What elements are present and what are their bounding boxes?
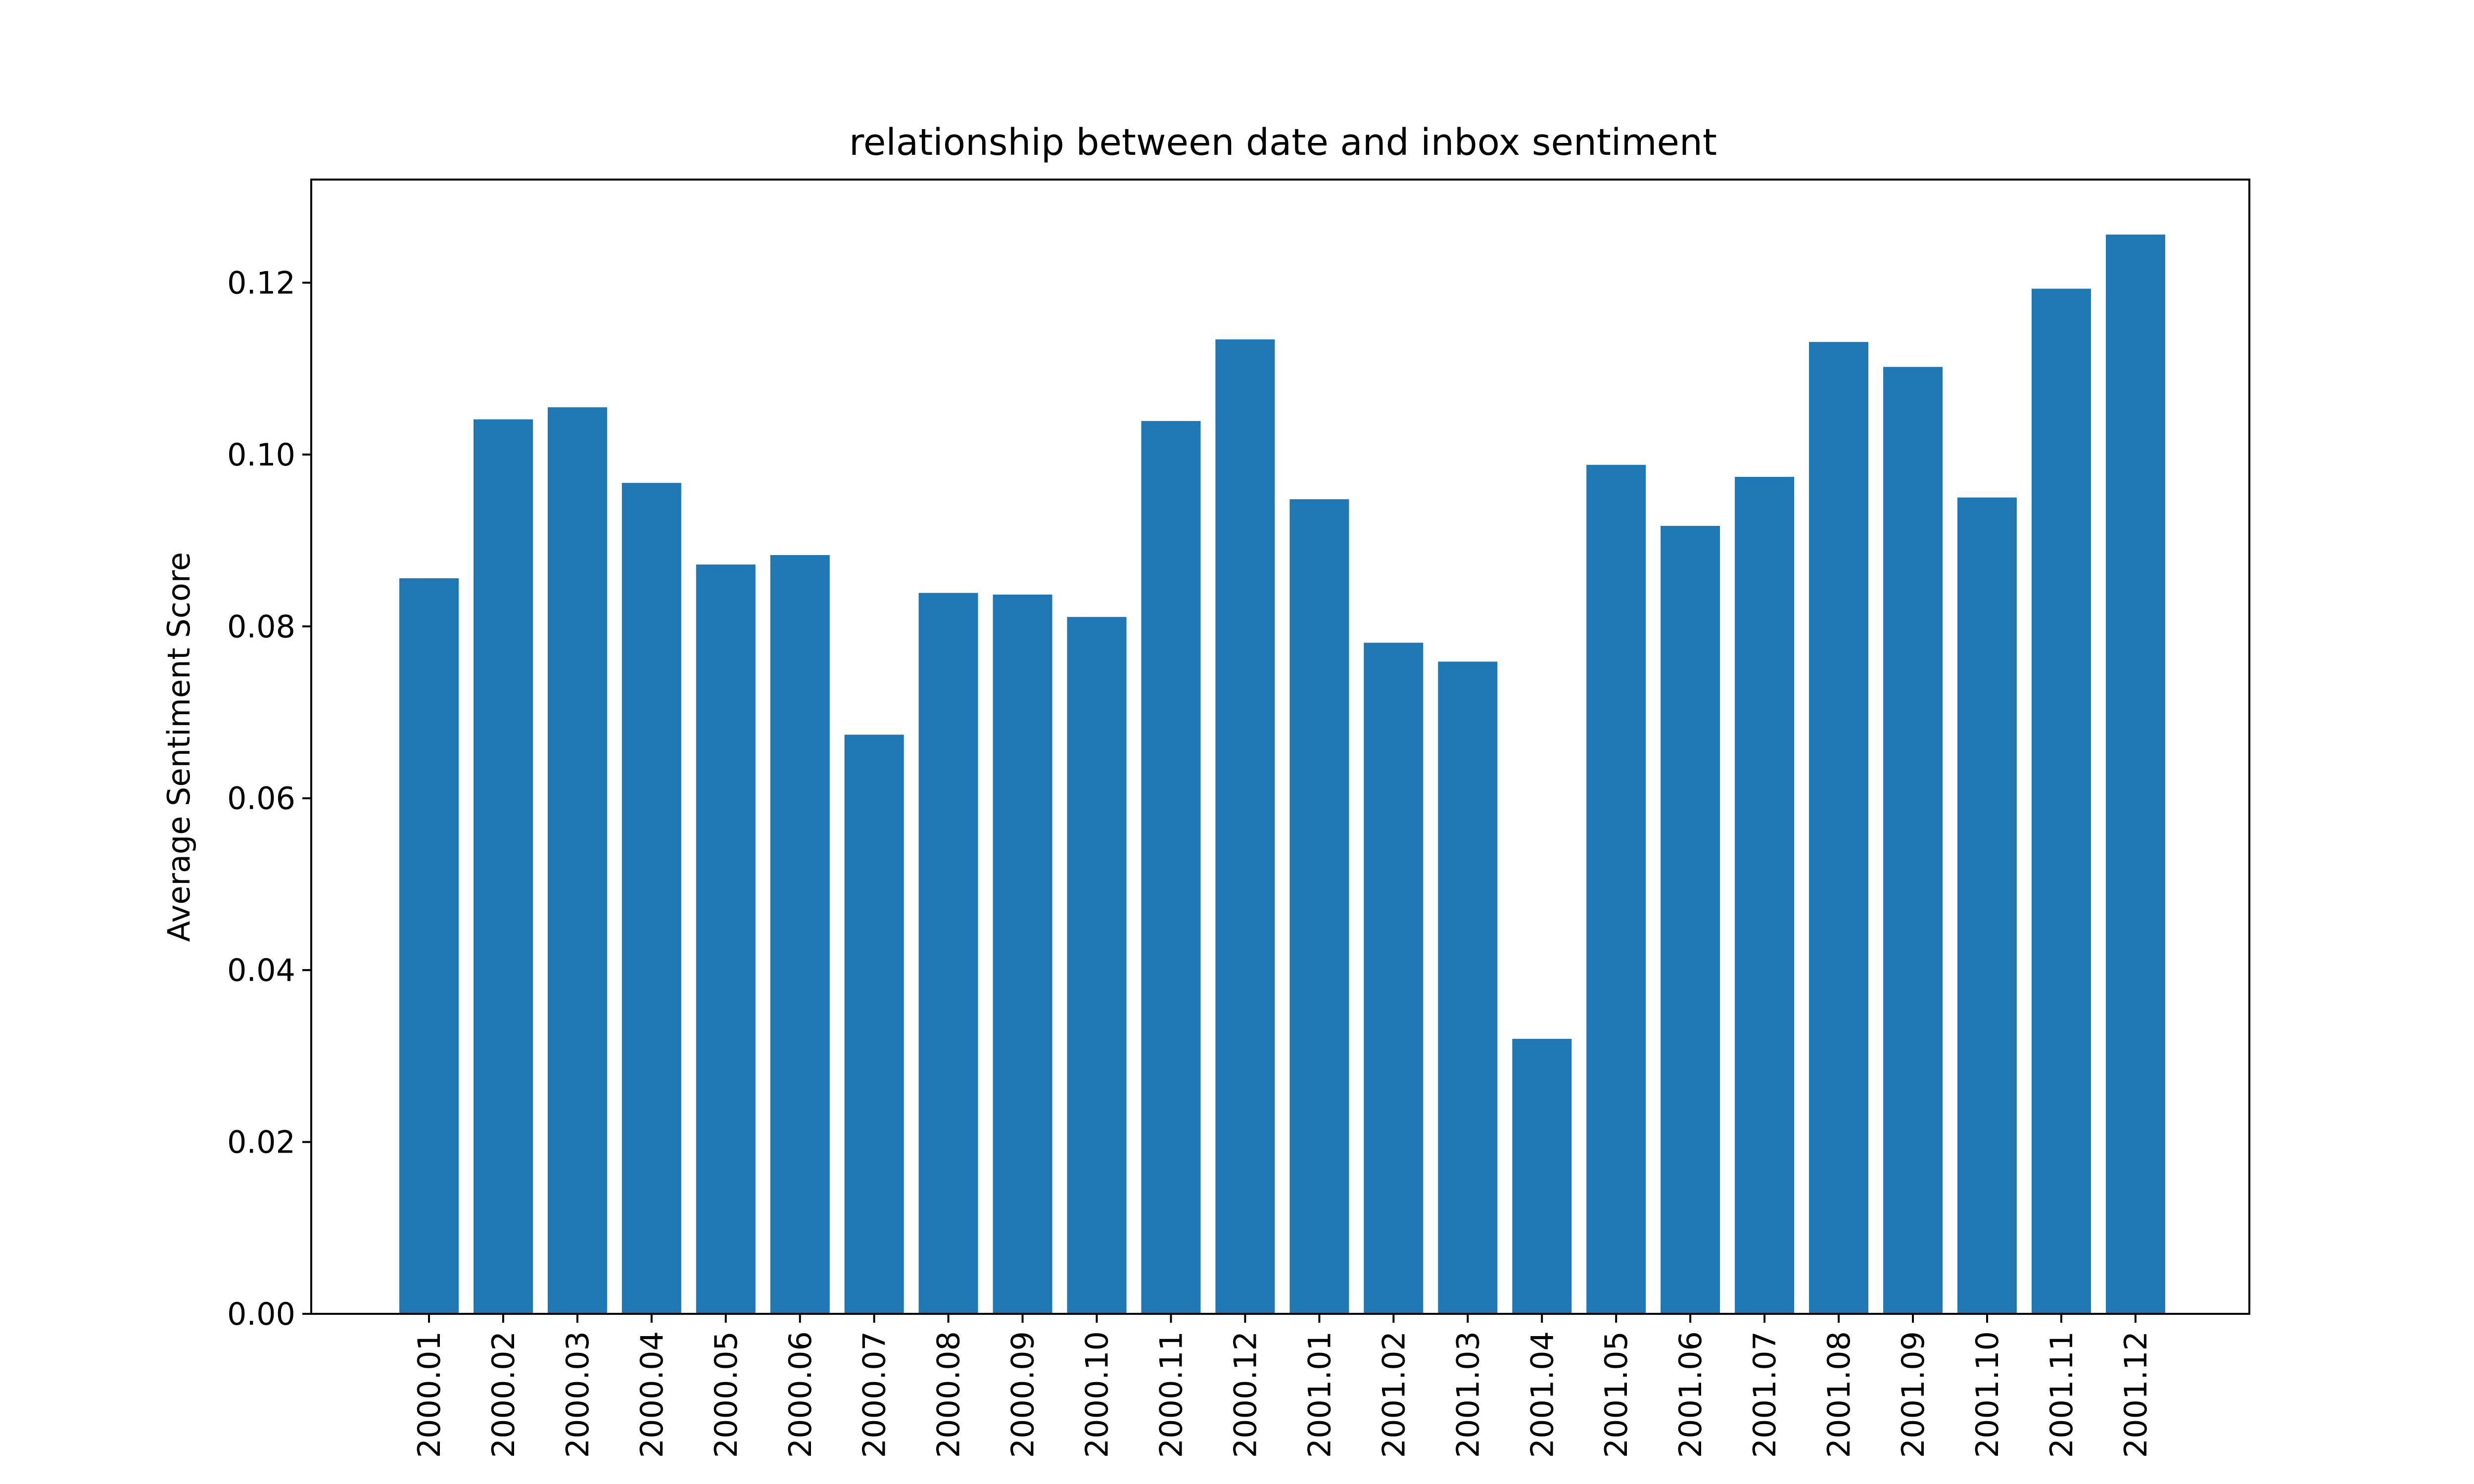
y-axis-ticks: 0.00 0.02 0.04 0.06 0.08 0.10 0.12 — [227, 265, 311, 1332]
x-tick-label: 2000.05 — [708, 1331, 744, 1458]
x-tick-label: 2000.04 — [634, 1331, 670, 1458]
bar-2001.01 — [1289, 499, 1349, 1314]
bar-2000.08 — [918, 593, 978, 1314]
bar-2001.04 — [1512, 1039, 1572, 1314]
bar-2000.11 — [1141, 421, 1201, 1314]
x-tick-label: 2000.06 — [782, 1331, 818, 1458]
bar-2001.03 — [1438, 661, 1498, 1314]
y-tick-label: 0.02 — [227, 1124, 295, 1160]
bar-2000.07 — [844, 735, 904, 1314]
bar-2001.02 — [1364, 643, 1424, 1314]
x-tick-label: 2001.10 — [1969, 1331, 2005, 1458]
x-tick-label: 2000.02 — [485, 1331, 522, 1458]
bar-2000.04 — [621, 483, 681, 1314]
x-tick-label: 2000.11 — [1153, 1331, 1189, 1458]
plot-area-frame — [310, 179, 2250, 1315]
bar-2000.09 — [993, 595, 1052, 1314]
y-tick-label: 0.06 — [227, 781, 295, 817]
bar-2001.05 — [1586, 464, 1646, 1314]
y-tick-label: 0.12 — [227, 265, 295, 301]
bar-2000.01 — [399, 578, 459, 1314]
x-axis-ticks: 2000.01 2000.02 2000.03 2000.04 2000.05 2000.… — [411, 1314, 2154, 1458]
x-tick-label: 2000.03 — [560, 1331, 596, 1458]
x-tick-label: 2001.12 — [2118, 1331, 2154, 1458]
x-tick-label: 2000.08 — [931, 1331, 967, 1458]
bar-2000.03 — [547, 407, 607, 1314]
bar-2001.10 — [1957, 497, 2017, 1314]
x-tick-label: 2000.10 — [1079, 1331, 1115, 1458]
y-tick-label: 0.10 — [227, 437, 295, 473]
y-tick-label: 0.04 — [227, 952, 295, 988]
bar-2000.10 — [1067, 617, 1127, 1314]
bar-2000.05 — [696, 564, 756, 1314]
x-tick-label: 2001.09 — [1895, 1331, 1931, 1458]
bar-2000.06 — [770, 555, 830, 1314]
y-tick-label: 0.00 — [227, 1296, 295, 1332]
x-tick-label: 2000.01 — [411, 1331, 447, 1458]
bar-2001.08 — [1809, 342, 1868, 1314]
bars-group — [399, 234, 2165, 1314]
x-tick-label: 2001.08 — [1821, 1331, 1857, 1458]
bar-2000.12 — [1215, 339, 1275, 1314]
x-tick-label: 2001.03 — [1450, 1331, 1486, 1458]
x-tick-label: 2001.04 — [1524, 1331, 1560, 1458]
y-axis-label: Average Sentiment Score — [161, 552, 197, 942]
x-tick-label: 2000.12 — [1227, 1331, 1263, 1458]
x-tick-label: 2001.11 — [2044, 1331, 2080, 1458]
y-tick-label: 0.08 — [227, 608, 295, 645]
chart-title: relationship between date and inbox sent… — [849, 121, 1717, 164]
x-tick-label: 2001.07 — [1747, 1331, 1783, 1458]
x-tick-label: 2001.02 — [1376, 1331, 1412, 1458]
x-tick-label: 2001.06 — [1672, 1331, 1709, 1458]
bar-2001.12 — [2105, 234, 2165, 1314]
bar-2001.09 — [1883, 367, 1943, 1314]
x-tick-label: 2001.01 — [1301, 1331, 1337, 1458]
x-tick-label: 2000.07 — [856, 1331, 893, 1458]
bar-2000.02 — [474, 419, 533, 1314]
x-tick-label: 2000.09 — [1005, 1331, 1041, 1458]
bar-2001.07 — [1735, 477, 1795, 1314]
x-tick-label: 2001.05 — [1598, 1331, 1634, 1458]
bar-2001.11 — [2031, 288, 2091, 1314]
bar-2001.06 — [1661, 526, 1720, 1314]
